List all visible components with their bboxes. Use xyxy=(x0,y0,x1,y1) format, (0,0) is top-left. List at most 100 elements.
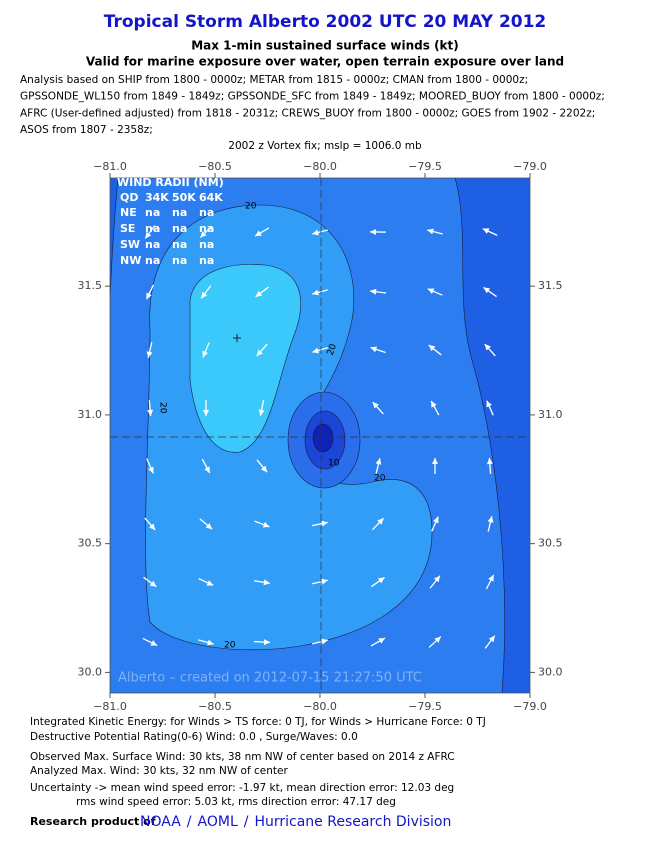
arrow-head xyxy=(203,409,210,416)
analysis-line: AFRC (User-defined adjusted) from 1818 -… xyxy=(20,107,595,119)
radii-cell: NE xyxy=(120,206,137,219)
wind-arrow xyxy=(147,399,154,417)
x-tick-label: −79.5 xyxy=(408,160,442,173)
arrow-head xyxy=(206,580,214,586)
arrow-head xyxy=(486,458,493,465)
wind-arrow xyxy=(312,578,328,585)
arrow-head xyxy=(312,347,319,354)
arrow-head xyxy=(200,231,207,238)
arrow-head xyxy=(484,344,491,351)
wind-arrow xyxy=(198,639,214,646)
x-tick-label: −80.5 xyxy=(198,700,232,713)
y-tick-label: 31.0 xyxy=(538,408,563,421)
arrow-head xyxy=(255,230,262,237)
y-tick-label: 30.5 xyxy=(538,537,563,550)
arrow-head xyxy=(487,516,494,523)
wind-arrow xyxy=(200,285,212,299)
wind-arrow xyxy=(430,400,440,416)
contour-label: 20 xyxy=(374,474,386,484)
wind-arrow xyxy=(144,517,156,531)
wind-arrow xyxy=(375,458,382,474)
radii-cell: na xyxy=(199,254,214,267)
contour-label: 20 xyxy=(326,342,339,356)
wind-arrow xyxy=(486,457,493,475)
wind-arrow xyxy=(370,637,386,647)
wind-arrow xyxy=(198,578,214,586)
subtitle: Valid for marine exposure over water, op… xyxy=(86,55,564,69)
max-wind-marker xyxy=(233,334,241,342)
arrow-head xyxy=(263,639,270,646)
credit-link[interactable]: Hurricane Research Division xyxy=(254,814,451,830)
wind-arrow xyxy=(372,401,384,415)
arrow-head xyxy=(146,351,153,358)
contour-label: 20 xyxy=(224,641,236,651)
arrow-head xyxy=(377,518,384,525)
wind-arrow xyxy=(255,286,269,298)
arrow-head xyxy=(148,466,154,474)
radii-cell: na xyxy=(145,254,160,267)
arrow-head xyxy=(312,289,319,296)
arrow-head xyxy=(201,291,208,299)
footer-line: Integrated Kinetic Energy: for Winds > T… xyxy=(30,716,486,728)
radii-column: 34K xyxy=(145,191,169,204)
wind-arrow xyxy=(199,518,213,530)
credit-link[interactable]: NOAA xyxy=(140,814,181,830)
wind-arrow xyxy=(484,343,496,357)
arrow-head xyxy=(375,458,382,465)
radii-cell: NW xyxy=(120,254,141,267)
x-tick-label: −81.0 xyxy=(93,700,127,713)
arrow-head xyxy=(486,400,492,408)
arrow-head xyxy=(377,577,385,584)
arrow-head xyxy=(263,579,270,586)
arrow-head xyxy=(428,345,436,352)
radii-cell: na xyxy=(172,254,187,267)
wind-arrow xyxy=(203,399,210,417)
arrow-head xyxy=(312,229,319,236)
wind-arrow xyxy=(484,635,496,649)
x-tick-label: −80.0 xyxy=(303,160,337,173)
radii-cell: na xyxy=(199,238,214,251)
radii-title: WIND RADII (NM) xyxy=(117,176,224,189)
radii-cell: na xyxy=(172,206,187,219)
arrow-head xyxy=(431,400,437,408)
wind-arrow xyxy=(369,228,387,235)
wind-arrow xyxy=(485,574,495,590)
arrow-head xyxy=(372,402,379,409)
x-tick-label: −80.0 xyxy=(303,700,337,713)
wind-arrow xyxy=(428,636,442,648)
analysis-line: Analysis based on SHIP from 1800 - 0000z… xyxy=(20,74,528,86)
credit-label: Research product of xyxy=(30,815,156,828)
wind-arrow xyxy=(432,457,439,475)
arrow-head xyxy=(147,409,154,416)
separator: / xyxy=(244,814,249,830)
arrow-head xyxy=(370,288,377,295)
arrow-head xyxy=(488,635,495,643)
credit-link[interactable]: AOML xyxy=(198,814,238,830)
wind-arrow xyxy=(312,229,328,236)
wind-arrow xyxy=(201,458,211,474)
wind-arrow xyxy=(370,346,386,354)
footer-line: Uncertainty -> mean wind speed error: -1… xyxy=(30,782,454,794)
wind-arrow xyxy=(427,228,443,235)
x-tick-label: −79.5 xyxy=(408,700,442,713)
wind-arrows xyxy=(142,225,498,649)
wind-arrow xyxy=(312,520,328,527)
arrow-head xyxy=(207,639,214,646)
x-tick-label: −79.0 xyxy=(513,700,547,713)
arrow-head xyxy=(488,574,494,582)
arrow-head xyxy=(427,228,434,235)
arrow-head xyxy=(149,580,157,587)
arrow-head xyxy=(370,228,377,235)
wind-arrow xyxy=(429,575,441,589)
wind-arrow xyxy=(483,286,497,298)
radii-cell: na xyxy=(199,222,214,235)
arrow-head xyxy=(482,228,490,234)
wind-arrow xyxy=(202,342,210,358)
radii-cell: na xyxy=(199,206,214,219)
analysis-line: GPSSONDE_WL150 from 1849 - 1849z; GPSSON… xyxy=(20,91,605,103)
wind-arrow xyxy=(253,579,271,586)
wind-field xyxy=(110,178,530,693)
radii-cell: na xyxy=(145,238,160,251)
